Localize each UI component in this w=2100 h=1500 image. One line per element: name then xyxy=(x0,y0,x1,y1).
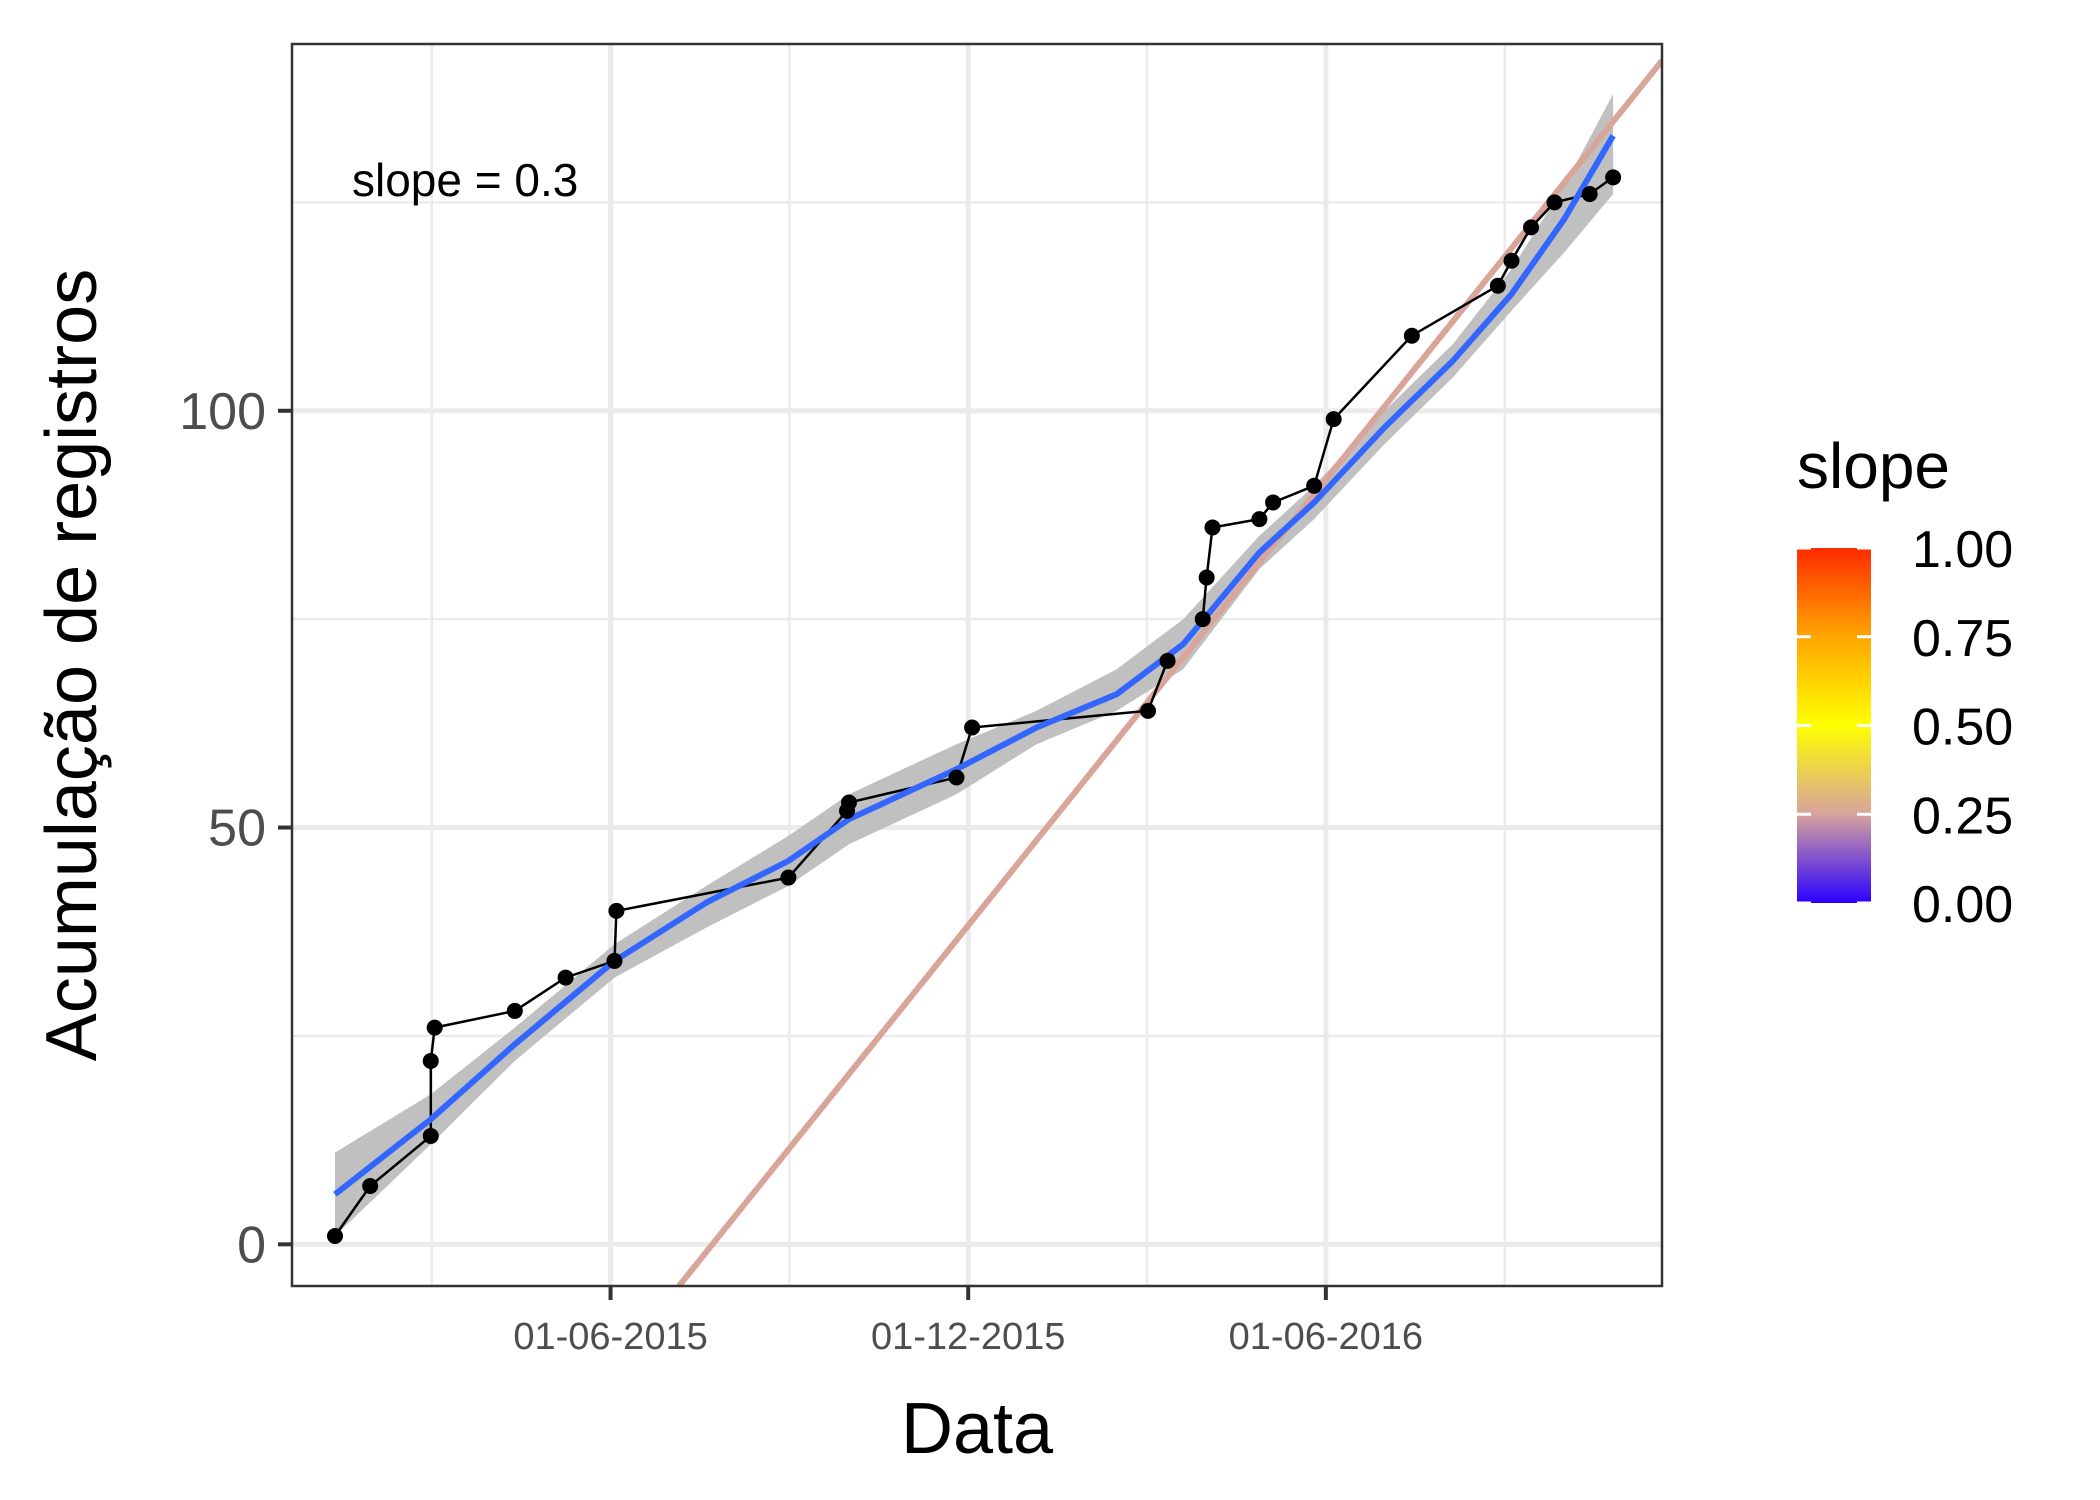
data-point xyxy=(1403,327,1420,344)
y-tick-label: 50 xyxy=(208,800,266,858)
x-axis-title: Data xyxy=(901,1389,1054,1469)
data-point xyxy=(1546,194,1563,211)
data-point xyxy=(948,769,965,786)
data-point xyxy=(1605,169,1622,186)
data-point xyxy=(1306,477,1323,494)
grid xyxy=(292,44,1662,1286)
data-point xyxy=(964,719,981,736)
data-point xyxy=(506,1002,523,1019)
confidence-band xyxy=(335,94,1614,1236)
x-tick-label: 01-06-2016 xyxy=(1229,1316,1423,1358)
data-point xyxy=(426,1019,443,1036)
panel-border xyxy=(290,42,1664,1288)
data-point xyxy=(1523,219,1540,236)
data-point xyxy=(1204,519,1221,536)
y-tick-label: 0 xyxy=(237,1216,266,1274)
data-point xyxy=(422,1127,439,1144)
legend-tick-label: 0.00 xyxy=(1912,876,2013,934)
data-point xyxy=(1265,494,1282,511)
smooth-trend-line xyxy=(333,134,1616,1197)
data-point xyxy=(1194,611,1211,628)
data-point xyxy=(1489,277,1506,294)
legend-tick-label: 0.25 xyxy=(1912,787,2013,845)
data-point xyxy=(1581,186,1598,203)
legend-tick-label: 0.75 xyxy=(1912,610,2013,668)
data-point xyxy=(1503,252,1520,269)
data-point xyxy=(557,969,574,986)
x-tick-label: 01-12-2015 xyxy=(871,1316,1065,1358)
data-point xyxy=(422,1052,439,1069)
slope-annotation: slope = 0.3 xyxy=(352,154,578,206)
y-axis-title: Acumulação de registros xyxy=(32,269,112,1061)
axes: 01-06-2015 01-12-2015 01-06-2016 0 50 100 xyxy=(179,383,1423,1358)
data-point xyxy=(606,952,623,969)
legend-tick-label: 1.00 xyxy=(1912,521,2013,579)
legend-title: slope xyxy=(1797,430,1950,502)
data-point xyxy=(1198,569,1215,586)
data-point xyxy=(780,869,797,886)
data-point xyxy=(1251,511,1268,528)
x-tick-label: 01-06-2015 xyxy=(513,1316,707,1358)
data-point xyxy=(1159,652,1176,669)
y-tick-label: 100 xyxy=(179,383,266,441)
data-point xyxy=(608,902,625,919)
legend-tick-label: 0.50 xyxy=(1912,699,2013,757)
legend-ticks: 1.00 0.75 0.50 0.25 0.00 xyxy=(1797,521,2013,934)
data-point xyxy=(326,1227,343,1244)
data-point xyxy=(362,1177,379,1194)
data-point xyxy=(840,794,857,811)
data-point xyxy=(1140,702,1157,719)
plot-data xyxy=(326,58,1662,1286)
data-point xyxy=(1325,411,1342,428)
color-legend: slope 1.00 0.75 0.50 0.25 0.00 xyxy=(1797,430,2013,934)
slope-reference-line xyxy=(676,58,1662,1286)
